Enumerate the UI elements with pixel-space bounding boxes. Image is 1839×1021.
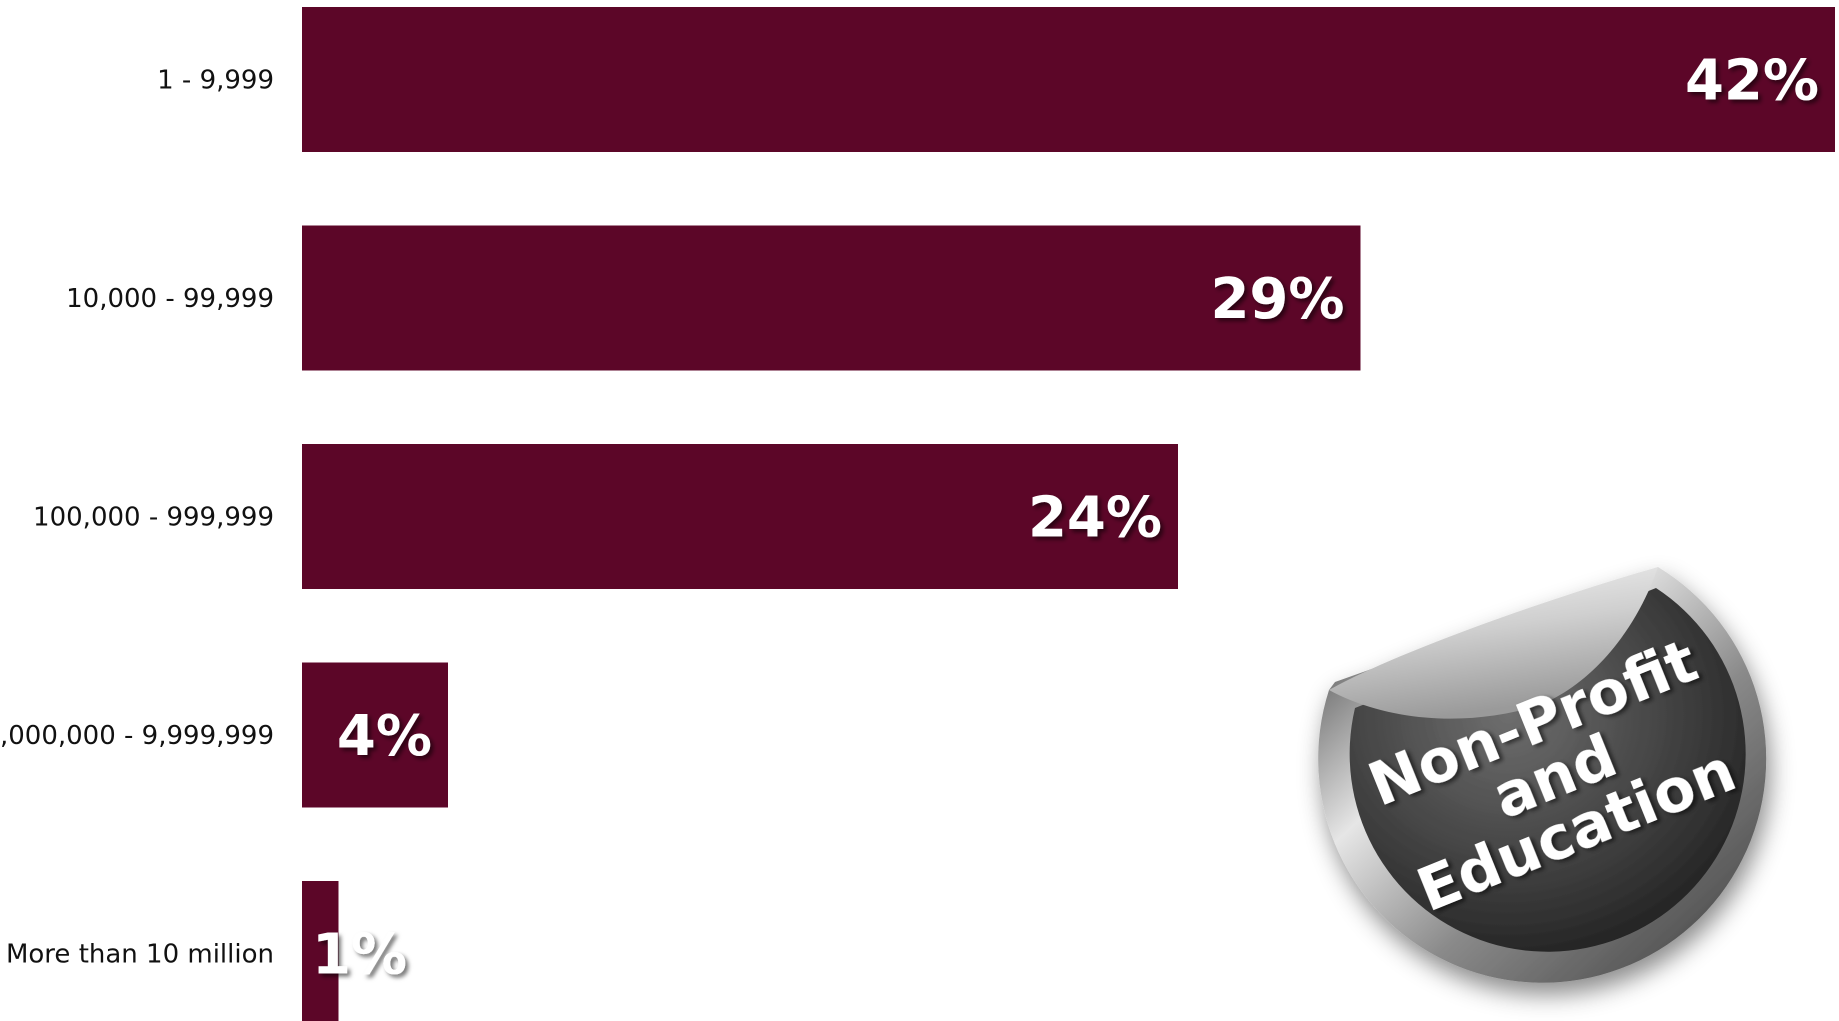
bar-0 bbox=[302, 7, 1835, 152]
value-label-1: 29% bbox=[1210, 267, 1344, 332]
category-label-4: More than 10 million bbox=[6, 940, 274, 970]
value-label-3: 4% bbox=[337, 704, 432, 769]
value-label-4: 1% bbox=[312, 923, 407, 988]
value-label-0: 42% bbox=[1685, 49, 1819, 114]
bar-4 bbox=[302, 881, 339, 1021]
badge-peel-curl bbox=[1329, 567, 1658, 719]
bars-group: 1 - 9,999 42% 10,000 - 99,999 29% 100,000 - … bbox=[0, 7, 1835, 1021]
category-label-3: 1,000,000 - 9,999,999 bbox=[0, 721, 274, 751]
category-label-2: 100,000 - 999,999 bbox=[33, 503, 274, 533]
bar-3 bbox=[302, 662, 448, 808]
category-label-1: 10,000 - 99,999 bbox=[66, 284, 274, 314]
value-label-2: 24% bbox=[1028, 486, 1162, 551]
badge-sticker: Non-Profit and Education bbox=[1318, 567, 1767, 983]
bar-1 bbox=[302, 225, 1361, 371]
bar-2 bbox=[302, 444, 1178, 589]
category-label-0: 1 - 9,999 bbox=[157, 66, 274, 96]
